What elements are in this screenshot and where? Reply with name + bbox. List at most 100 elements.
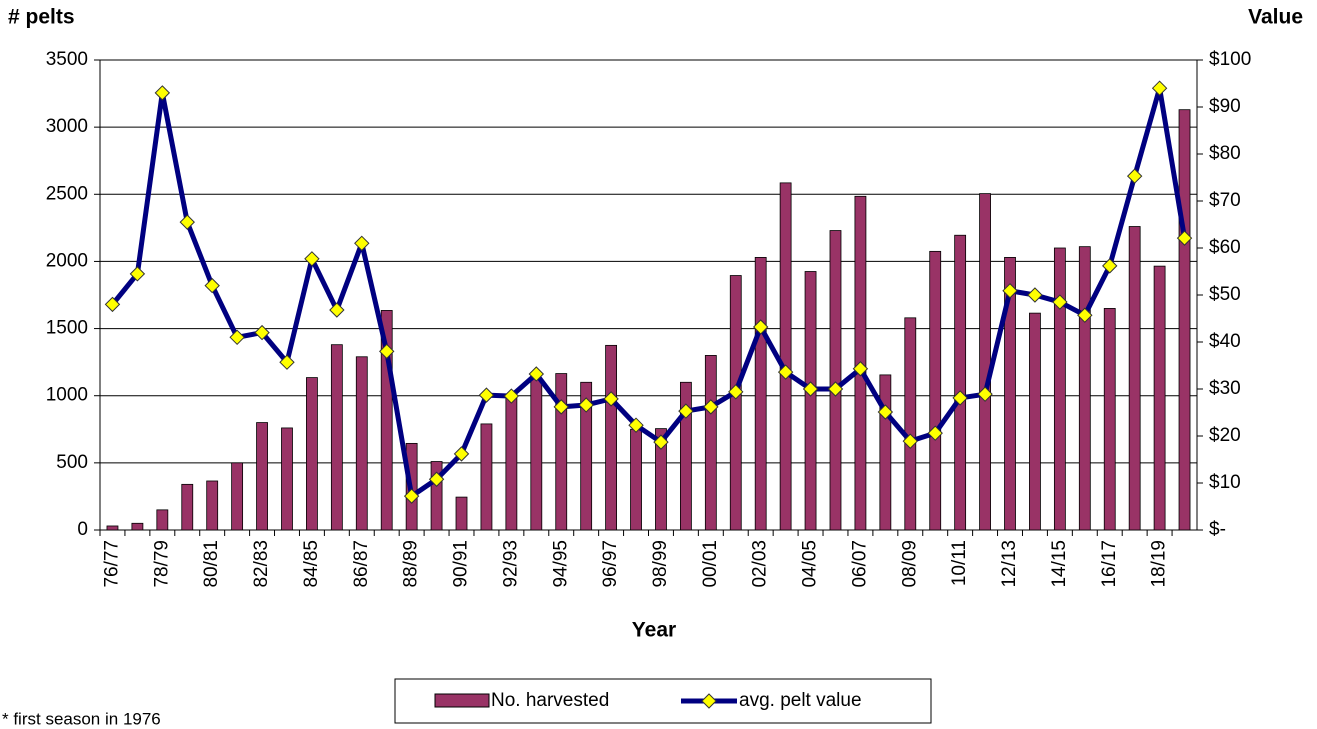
bar	[505, 396, 518, 531]
marker	[1077, 307, 1093, 323]
marker	[952, 390, 968, 406]
marker	[279, 354, 295, 370]
y2-axis-title: Value	[1248, 6, 1303, 29]
x-tick-label: 88/89	[401, 540, 422, 588]
marker	[104, 296, 121, 313]
marker	[379, 343, 395, 360]
marker	[1027, 287, 1043, 303]
y2-tick-label: $80	[1209, 143, 1241, 164]
bar	[1029, 312, 1041, 531]
bar	[829, 230, 842, 531]
line	[110, 85, 1187, 499]
marker	[154, 85, 171, 101]
bar	[1053, 247, 1066, 531]
y2-tick-label: $-	[1209, 519, 1226, 540]
bar	[754, 256, 767, 531]
y-tick-label: 2500	[46, 183, 88, 204]
y-tick-label: 1000	[46, 385, 88, 406]
bar	[181, 483, 194, 531]
marker	[329, 302, 345, 318]
x-tick-label: 82/83	[251, 540, 272, 588]
marker	[902, 433, 918, 449]
marker	[179, 214, 195, 230]
y2-tick-label: $70	[1209, 190, 1241, 211]
marker	[703, 399, 719, 415]
bar	[131, 522, 144, 531]
y2-tick-label: $10	[1209, 472, 1241, 493]
marker	[578, 397, 594, 413]
bar	[954, 234, 967, 531]
bar	[380, 310, 393, 531]
x-tick-label: 06/07	[849, 540, 870, 588]
y2-tick-label: $100	[1209, 49, 1251, 70]
bar	[206, 480, 219, 531]
y-tick-label: 1500	[46, 318, 88, 339]
marker	[852, 361, 869, 377]
bar	[1004, 256, 1016, 531]
marker	[1176, 230, 1193, 246]
bar	[979, 193, 991, 531]
marker	[428, 471, 445, 487]
x-tick-label: 78/79	[151, 540, 172, 588]
marker	[553, 399, 569, 415]
bar	[1078, 246, 1091, 531]
marker	[354, 235, 370, 252]
marker	[653, 434, 669, 450]
marker	[1126, 168, 1143, 184]
x-tick-label: 12/13	[999, 540, 1020, 588]
bar	[679, 381, 692, 531]
x-tick-label: 80/81	[201, 540, 222, 588]
x-axis-title: Year	[632, 619, 676, 642]
y-tick-label: 0	[77, 519, 88, 540]
bar	[480, 423, 493, 531]
x-tick-label: 18/19	[1149, 540, 1170, 588]
marker	[752, 319, 769, 335]
bar	[156, 509, 169, 531]
legend-swatch	[434, 693, 490, 708]
bar	[1128, 226, 1141, 531]
y-tick-label: 500	[56, 452, 88, 473]
marker	[453, 446, 470, 462]
marker	[403, 488, 420, 504]
bar	[779, 182, 792, 531]
marker	[802, 381, 819, 397]
bar	[106, 525, 119, 531]
bar	[555, 373, 568, 531]
y-axis-title: # pelts	[8, 6, 75, 29]
x-tick-label: 14/15	[1049, 540, 1070, 588]
marker	[503, 388, 520, 404]
x-tick-label: 76/77	[101, 540, 122, 588]
marker	[977, 386, 993, 402]
y2-tick-label: $90	[1209, 96, 1241, 117]
bar	[355, 356, 368, 531]
bar	[879, 374, 892, 531]
x-tick-label: 92/93	[500, 540, 521, 588]
bar	[530, 377, 543, 531]
marker	[204, 277, 220, 294]
bar	[704, 355, 717, 531]
marker	[827, 381, 844, 397]
bar	[281, 427, 293, 531]
legend-marker	[701, 693, 717, 709]
y2-tick-label: $60	[1209, 237, 1241, 258]
y-tick-label: 3500	[46, 49, 88, 70]
bar	[655, 428, 667, 531]
marker	[254, 324, 270, 341]
bar	[430, 461, 443, 531]
x-tick-label: 84/85	[301, 540, 322, 588]
y2-tick-label: $30	[1209, 378, 1241, 399]
x-tick-label: 02/03	[750, 540, 771, 588]
marker	[1102, 258, 1118, 274]
marker	[777, 364, 794, 380]
marker	[229, 329, 245, 346]
bar	[929, 250, 942, 531]
x-tick-label: 10/11	[949, 540, 970, 586]
y2-tick-label: $50	[1209, 284, 1241, 305]
bar	[729, 275, 742, 531]
y2-tick-label: $40	[1209, 331, 1241, 352]
bar	[455, 496, 468, 531]
marker	[728, 384, 744, 400]
bar	[630, 428, 642, 531]
x-tick-label: 98/99	[650, 540, 671, 588]
